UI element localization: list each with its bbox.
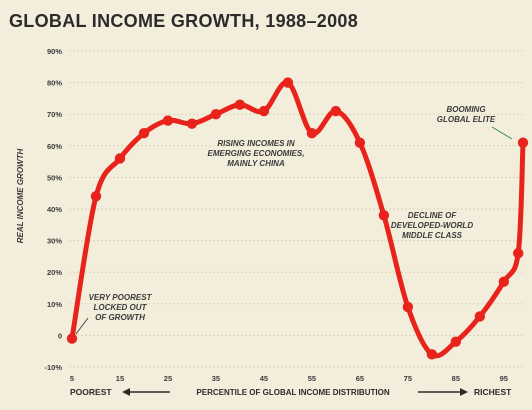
y-tick-label: 80% xyxy=(47,79,62,88)
data-point xyxy=(498,276,510,287)
x-tick-label: 95 xyxy=(500,374,508,383)
annotation-line: MIDDLE CLASS xyxy=(402,231,463,240)
x-tick-label: 85 xyxy=(452,374,460,383)
annotation-line: GLOBAL ELITE xyxy=(437,115,496,124)
right-arrow-icon xyxy=(460,388,468,396)
x-tick-label: 25 xyxy=(164,374,172,383)
x-tick-label: 45 xyxy=(260,374,268,383)
annotation-line: OF GROWTH xyxy=(95,313,145,322)
y-tick-label: 0 xyxy=(58,331,62,340)
y-tick-label: -10% xyxy=(44,363,62,372)
y-tick-label: 20% xyxy=(47,268,62,277)
x-tick-label: 75 xyxy=(404,374,412,383)
annotation-line: EMERGING ECONOMIES, xyxy=(208,149,305,158)
x-right-label: RICHEST xyxy=(474,387,512,397)
data-point xyxy=(90,191,102,202)
series xyxy=(66,77,529,360)
y-axis-label: REAL INCOME GROWTH xyxy=(16,149,25,244)
data-point xyxy=(513,248,524,259)
x-tick-label: 55 xyxy=(308,374,316,383)
left-arrow-icon xyxy=(122,388,130,396)
annotation-line: DECLINE OF xyxy=(408,211,458,220)
annotation-line: DEVELOPED-WORLD xyxy=(391,221,473,230)
x-tick-label: 5 xyxy=(70,374,74,383)
data-point xyxy=(354,137,366,148)
y-tick-label: 40% xyxy=(47,205,62,214)
y-tick-label: 50% xyxy=(47,173,62,182)
data-point xyxy=(426,349,438,360)
annotation-line: RISING INCOMES IN xyxy=(217,139,295,148)
data-point xyxy=(306,127,318,139)
annotation-line: BOOMING xyxy=(446,105,485,114)
y-tick-label: 60% xyxy=(47,142,62,151)
data-point xyxy=(162,115,174,126)
data-point xyxy=(450,336,462,347)
data-point xyxy=(114,153,126,164)
x-tick-label: 35 xyxy=(212,374,220,383)
x-tick-label: 65 xyxy=(356,374,364,383)
data-point xyxy=(474,311,486,322)
chart-title: GLOBAL INCOME GROWTH, 1988–2008 xyxy=(9,11,358,31)
x-axis-label: PERCENTILE OF GLOBAL INCOME DISTRIBUTION xyxy=(196,388,389,397)
x-axis-arrows xyxy=(122,388,468,396)
data-point xyxy=(402,301,414,313)
data-point xyxy=(210,109,222,120)
y-tick-label: 90% xyxy=(47,47,62,56)
data-point xyxy=(517,137,529,148)
annotation-line: LOCKED OUT xyxy=(94,303,148,312)
data-point xyxy=(234,99,246,110)
annotation-leader xyxy=(75,317,89,335)
y-tick-label: 10% xyxy=(47,300,62,309)
x-left-label: POOREST xyxy=(70,387,112,397)
data-point xyxy=(66,333,78,344)
y-tick-labels: -10% 0 10% 20% 30% 40% 50% 60% 70% 80% 90% xyxy=(44,47,62,372)
data-point xyxy=(330,105,342,117)
y-tick-label: 70% xyxy=(47,110,62,119)
x-tick-label: 15 xyxy=(116,374,124,383)
annotation-line: VERY POOREST xyxy=(89,293,153,302)
data-point xyxy=(378,210,390,221)
x-tick-labels: 5 15 25 35 45 55 65 75 85 95 xyxy=(70,374,508,383)
annotation-line: MAINLY CHINA xyxy=(227,159,285,168)
data-point xyxy=(186,118,198,129)
y-tick-label: 30% xyxy=(47,237,62,246)
annotation-leader xyxy=(491,126,513,140)
data-point xyxy=(258,105,270,117)
data-point xyxy=(282,77,294,88)
data-point xyxy=(138,127,150,139)
